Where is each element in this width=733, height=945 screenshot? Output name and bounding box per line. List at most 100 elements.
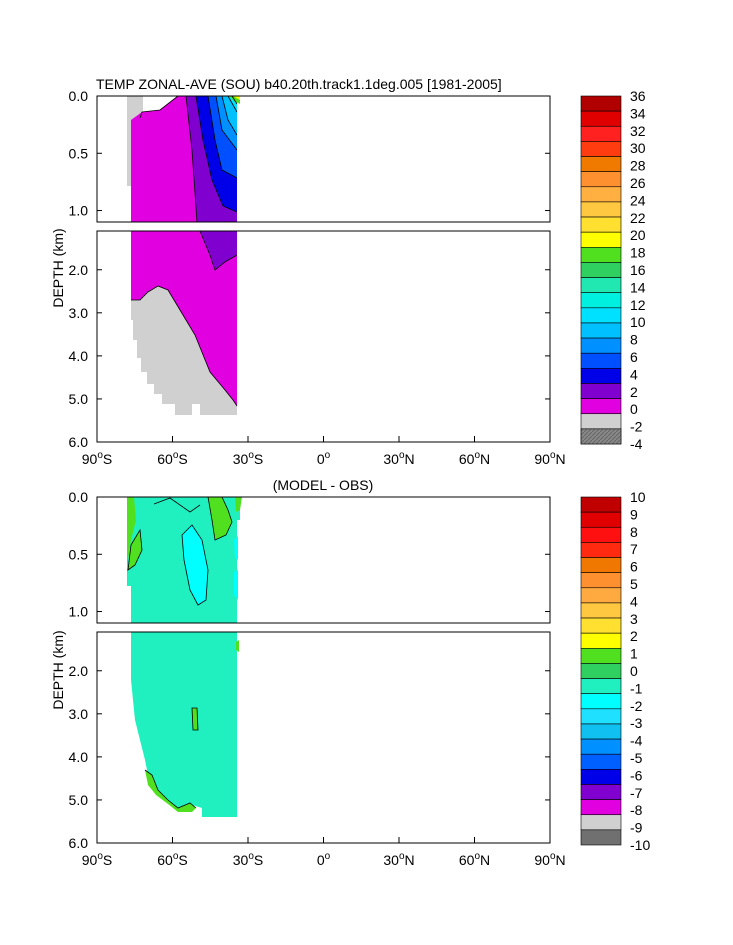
colorbar-swatch — [580, 292, 622, 309]
x-tick-label: 60oN — [459, 450, 490, 467]
colorbar-swatch — [580, 337, 622, 354]
y-tick-label: 0.0 — [69, 489, 89, 505]
colorbar-label: -4 — [630, 436, 643, 452]
colorbar-label: 6 — [630, 349, 638, 365]
colorbar-swatch — [580, 383, 622, 399]
colorbar-label: 5 — [630, 576, 638, 592]
colorbar-label: 0 — [630, 401, 638, 417]
colorbar-label: 2 — [630, 628, 638, 644]
colorbar-swatch — [580, 322, 622, 339]
colorbar-swatch — [580, 572, 622, 589]
colorbar-swatch — [580, 678, 622, 694]
colorbar-label: 1 — [630, 646, 638, 662]
x-tick-label: 30oS — [233, 851, 263, 868]
colorbar-label: -5 — [630, 750, 643, 766]
x-tick-label: 90oS — [82, 851, 112, 868]
colorbar-swatch — [580, 723, 622, 740]
x-tick-label: 60oS — [157, 450, 187, 467]
colorbar-label: 20 — [630, 227, 646, 243]
y-tick-label: 2.0 — [69, 262, 89, 278]
colorbar-label: 8 — [630, 332, 638, 348]
panel2-upper-frame — [96, 496, 551, 624]
x-tick-label: 60oN — [459, 851, 490, 868]
panel1-ylabel: DEPTH (km) — [50, 228, 66, 307]
y-tick-label: 0.0 — [69, 88, 89, 104]
colorbar-swatch — [580, 557, 622, 573]
colorbar-label: 24 — [630, 192, 646, 208]
x-tick-label: 90oN — [534, 851, 565, 868]
y-tick-label: 6.0 — [69, 434, 89, 450]
colorbar-swatch — [580, 511, 622, 528]
y-tick-label: 0.5 — [69, 145, 89, 161]
x-tick-label: 60oS — [157, 851, 187, 868]
colorbar-swatch — [580, 602, 622, 619]
colorbar-label: -3 — [630, 715, 643, 731]
panel1-upper-field — [127, 95, 240, 223]
colorbar-label: -1 — [630, 680, 643, 696]
colorbar-swatch — [580, 496, 622, 513]
x-tick-label: 0o — [317, 851, 331, 868]
colorbar-label: -2 — [630, 419, 643, 435]
colorbar-swatch — [580, 799, 622, 816]
y-tick-label: 1.0 — [69, 604, 89, 620]
y-tick-label: 4.0 — [69, 348, 89, 364]
colorbar-label: 34 — [630, 105, 646, 121]
colorbar-swatch — [580, 542, 622, 558]
colorbar-label: 4 — [630, 593, 638, 609]
colorbar-label: 6 — [630, 559, 638, 575]
colorbar-swatch — [580, 398, 622, 415]
colorbar-swatch — [580, 141, 622, 157]
colorbar-swatch — [580, 617, 622, 634]
colorbar-swatch — [580, 708, 622, 725]
colorbar-label: 12 — [630, 297, 646, 313]
panel1-upper-frame — [96, 95, 551, 223]
panel1-title: TEMP ZONAL-AVE (SOU) b40.20th.track1.1de… — [96, 76, 502, 92]
colorbar-swatch — [580, 156, 622, 172]
colorbar-label: 2 — [630, 384, 638, 400]
colorbar-label: -7 — [630, 785, 643, 801]
x-tick-label: 90oS — [82, 450, 112, 467]
colorbar-swatch — [580, 110, 622, 127]
x-tick-label: 30oN — [383, 450, 414, 467]
x-tick-label: 30oS — [233, 450, 263, 467]
colorbar-swatch — [580, 262, 622, 278]
y-tick-label: 3.0 — [69, 305, 89, 321]
colorbar-swatch — [580, 277, 622, 293]
panel1-lower-field — [131, 230, 238, 415]
colorbar-label: 8 — [630, 524, 638, 540]
colorbar-label: 22 — [630, 210, 646, 226]
colorbar-swatch — [580, 663, 622, 679]
panel2-ylabel: DEPTH (km) — [50, 630, 66, 709]
colorbar-label: -8 — [630, 802, 643, 818]
colorbar-label: 10 — [630, 314, 646, 330]
colorbar-swatch — [580, 814, 622, 831]
colorbar-label: 3 — [630, 611, 638, 627]
colorbar-swatch — [580, 693, 622, 710]
panel2-upper-field — [127, 496, 242, 623]
y-tick-label: 6.0 — [69, 835, 89, 851]
colorbar-swatch — [580, 428, 622, 445]
colorbar-swatch — [580, 829, 622, 846]
colorbar-label: 30 — [630, 140, 646, 156]
colorbar-label: -10 — [630, 837, 650, 853]
x-tick-label: 30oN — [383, 851, 414, 868]
colorbar-label: 26 — [630, 175, 646, 191]
colorbar-swatch — [580, 587, 622, 604]
colorbar-swatch — [580, 352, 622, 369]
colorbar-label: -6 — [630, 767, 643, 783]
colorbar-swatch — [580, 648, 622, 664]
panel2-lower-field — [131, 632, 239, 817]
colorbar-label: 18 — [630, 245, 646, 261]
colorbar-swatch — [580, 784, 622, 800]
colorbar-swatch — [580, 753, 622, 770]
colorbar-label: 14 — [630, 279, 646, 295]
y-tick-label: 2.0 — [69, 663, 89, 679]
colorbar-swatch — [580, 769, 622, 785]
colorbar-swatch — [580, 95, 622, 112]
colorbar-label: 9 — [630, 506, 638, 522]
y-tick-label: 5.0 — [69, 391, 89, 407]
